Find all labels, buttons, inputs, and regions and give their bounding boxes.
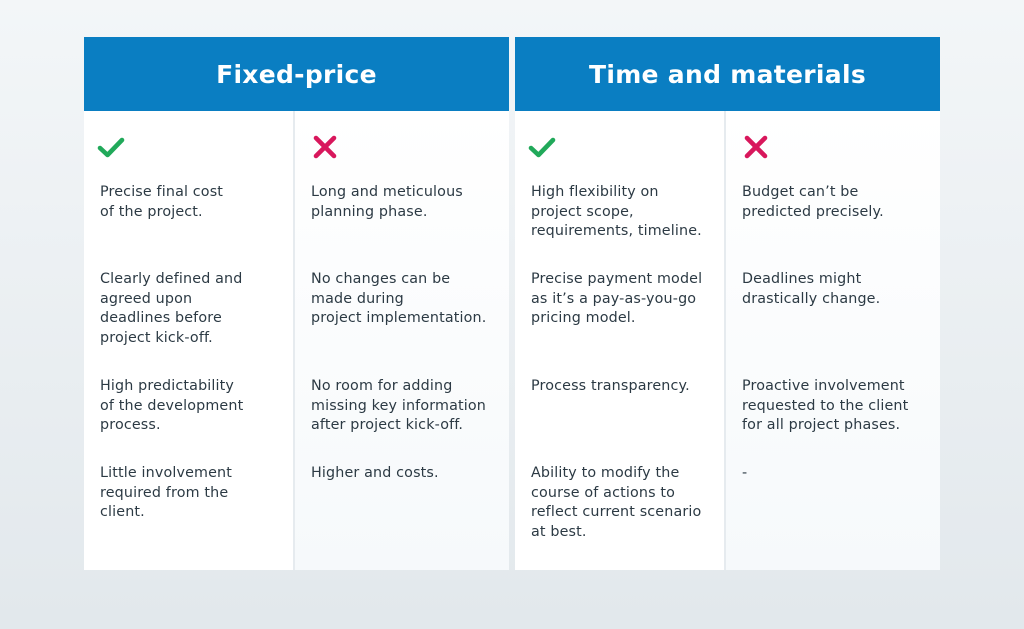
fixed-price-pro-item: Clearly defined and agreed upon deadlines …: [100, 271, 243, 346]
fixed-price-con-item: Higher and costs.: [311, 465, 439, 481]
time-materials-panel: Time and materials High flexibility on pr…: [515, 37, 940, 570]
time-materials-con-item: Budget can’t be predicted precisely.: [742, 184, 884, 220]
fixed-price-con-item: No changes can be made during project impl…: [311, 271, 487, 327]
fixed-price-con-item: Long and meticulous planning phase.: [311, 184, 463, 220]
cross-icon: [313, 135, 337, 159]
time-materials-title: Time and materials: [515, 37, 940, 111]
time-materials-con-item: -: [742, 465, 748, 481]
fixed-price-title: Fixed-price: [84, 37, 509, 111]
time-materials-pro-item: Precise payment model as it’s a pay-as-yo…: [531, 271, 703, 327]
fixed-price-cons-column: Long and meticulous planning phase. No ch…: [295, 111, 509, 570]
fixed-price-body: Precise final cost of the project. Clearl…: [84, 111, 509, 570]
time-materials-pro-item: High flexibility on project scope, require…: [531, 184, 702, 240]
fixed-price-panel: Fixed-price Precise final cost of the pro…: [84, 37, 509, 570]
time-materials-con-item: Proactive involvement requested to the cl…: [742, 378, 909, 434]
time-materials-cons-column: Budget can’t be predicted precisely. Dead…: [726, 111, 940, 570]
fixed-price-pros-column: Precise final cost of the project. Clearl…: [84, 111, 295, 570]
check-icon: [528, 137, 556, 158]
time-materials-pros-column: High flexibility on project scope, require…: [515, 111, 726, 570]
time-materials-pro-item: Process transparency.: [531, 378, 690, 394]
time-materials-pro-item: Ability to modify the course of actions t…: [531, 465, 702, 540]
time-materials-con-item: Deadlines might drastically change.: [742, 271, 881, 307]
time-materials-body: High flexibility on project scope, require…: [515, 111, 940, 570]
check-icon: [97, 137, 125, 158]
cross-icon: [744, 135, 768, 159]
fixed-price-con-item: No room for adding missing key informatio…: [311, 378, 486, 434]
fixed-price-pro-item: Precise final cost of the project.: [100, 184, 224, 220]
fixed-price-pro-item: Little involvement required from the clien…: [100, 465, 233, 521]
fixed-price-pro-item: High predictability of the development pro…: [100, 378, 244, 434]
